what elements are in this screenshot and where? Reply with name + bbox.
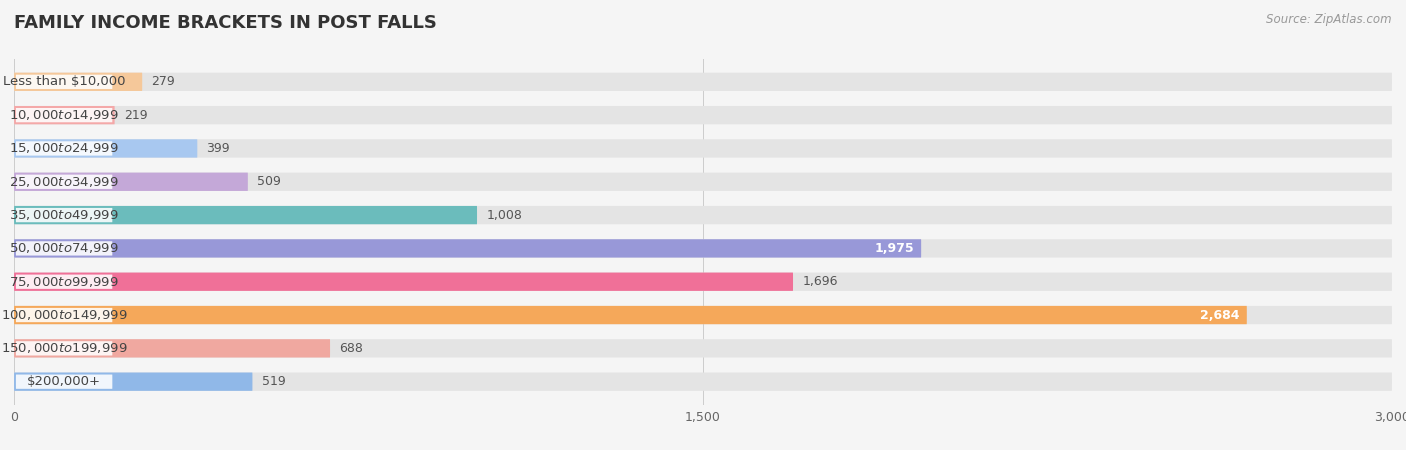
FancyBboxPatch shape: [14, 72, 142, 91]
FancyBboxPatch shape: [14, 72, 1392, 91]
FancyBboxPatch shape: [14, 173, 1392, 191]
FancyBboxPatch shape: [15, 75, 112, 89]
FancyBboxPatch shape: [15, 374, 112, 389]
Text: $200,000+: $200,000+: [27, 375, 101, 388]
Text: 219: 219: [124, 108, 148, 122]
Text: 1,975: 1,975: [875, 242, 914, 255]
Text: 1,696: 1,696: [803, 275, 838, 288]
Text: $10,000 to $14,999: $10,000 to $14,999: [10, 108, 120, 122]
Text: 519: 519: [262, 375, 285, 388]
FancyBboxPatch shape: [14, 273, 793, 291]
FancyBboxPatch shape: [14, 306, 1247, 324]
Text: 688: 688: [339, 342, 363, 355]
FancyBboxPatch shape: [14, 239, 921, 257]
Text: 279: 279: [152, 75, 176, 88]
Text: 2,684: 2,684: [1201, 309, 1240, 322]
Text: $35,000 to $49,999: $35,000 to $49,999: [10, 208, 120, 222]
FancyBboxPatch shape: [14, 206, 1392, 224]
FancyBboxPatch shape: [14, 306, 1392, 324]
FancyBboxPatch shape: [14, 339, 330, 357]
FancyBboxPatch shape: [15, 208, 112, 222]
Text: $150,000 to $199,999: $150,000 to $199,999: [1, 342, 128, 356]
Text: $75,000 to $99,999: $75,000 to $99,999: [10, 275, 120, 289]
Text: Less than $10,000: Less than $10,000: [3, 75, 125, 88]
FancyBboxPatch shape: [14, 373, 253, 391]
FancyBboxPatch shape: [15, 274, 112, 289]
Text: $100,000 to $149,999: $100,000 to $149,999: [1, 308, 128, 322]
FancyBboxPatch shape: [14, 273, 1392, 291]
FancyBboxPatch shape: [14, 106, 1392, 124]
FancyBboxPatch shape: [15, 108, 112, 122]
FancyBboxPatch shape: [15, 341, 112, 356]
Text: 1,008: 1,008: [486, 209, 522, 221]
Text: 399: 399: [207, 142, 231, 155]
FancyBboxPatch shape: [14, 140, 1392, 158]
Text: $25,000 to $34,999: $25,000 to $34,999: [10, 175, 120, 189]
FancyBboxPatch shape: [15, 175, 112, 189]
Text: FAMILY INCOME BRACKETS IN POST FALLS: FAMILY INCOME BRACKETS IN POST FALLS: [14, 14, 437, 32]
FancyBboxPatch shape: [14, 140, 197, 158]
FancyBboxPatch shape: [14, 106, 115, 124]
FancyBboxPatch shape: [14, 239, 1392, 257]
FancyBboxPatch shape: [14, 373, 1392, 391]
FancyBboxPatch shape: [14, 173, 247, 191]
Text: $50,000 to $74,999: $50,000 to $74,999: [10, 241, 120, 256]
FancyBboxPatch shape: [14, 206, 477, 224]
Text: 509: 509: [257, 175, 281, 188]
FancyBboxPatch shape: [15, 141, 112, 156]
Text: $15,000 to $24,999: $15,000 to $24,999: [10, 141, 120, 155]
FancyBboxPatch shape: [14, 339, 1392, 357]
Text: Source: ZipAtlas.com: Source: ZipAtlas.com: [1267, 14, 1392, 27]
FancyBboxPatch shape: [15, 308, 112, 322]
FancyBboxPatch shape: [15, 241, 112, 256]
